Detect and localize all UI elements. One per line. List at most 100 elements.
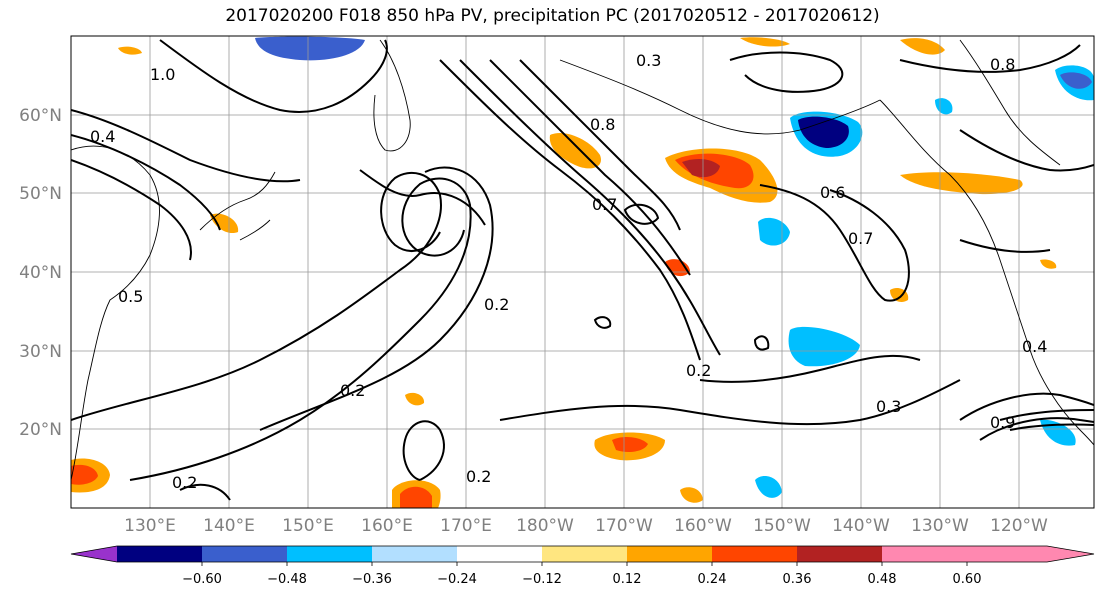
lat-label: 60°N	[19, 106, 62, 126]
colorbar-label: −0.12	[522, 572, 562, 587]
contour-label: 0.7	[592, 195, 617, 214]
precip-blob-negative	[755, 476, 782, 498]
contour-label: 0.2	[172, 473, 197, 492]
contour-label: 0.5	[118, 287, 143, 306]
contour-line	[499, 379, 961, 426]
precip-blob-negative	[798, 116, 849, 148]
colorbar-outline	[70, 545, 1095, 563]
contour-label: 0.6	[820, 183, 845, 202]
contour-line	[71, 134, 221, 231]
contour-label: 0.8	[990, 55, 1015, 74]
contour-label: 0.3	[876, 397, 901, 416]
lon-label: 150°W	[753, 516, 811, 536]
contour-line	[699, 354, 921, 383]
contour-label: 0.4	[1022, 337, 1047, 356]
contour-label: 0.2	[484, 295, 509, 314]
contour-line	[623, 203, 660, 225]
colorbar-segment	[712, 546, 797, 562]
colorbar-label: 0.48	[868, 572, 897, 587]
precip-blob-positive	[680, 487, 703, 503]
lat-label: 50°N	[19, 184, 62, 204]
contour-line	[593, 316, 612, 329]
lon-label: 140°E	[203, 516, 255, 536]
contour-label: 0.9	[990, 413, 1015, 432]
colorbar-ticks	[201, 562, 968, 566]
colorbar-segment	[71, 546, 117, 562]
colorbar-segment	[117, 546, 202, 562]
lon-label: 160°E	[361, 516, 413, 536]
colorbar-label: 0.36	[783, 572, 812, 587]
contour-line	[179, 483, 231, 501]
colorbar-label: 0.12	[613, 572, 642, 587]
precip-blob-negative	[255, 36, 365, 61]
precip-blob-positive	[71, 464, 98, 485]
coastline-alaska	[559, 59, 881, 135]
map-panel: 0.2 0.2 0.2 0.2 0.2 0.3 0.3 0.4 0.4 0.5 …	[70, 35, 1095, 509]
contour-line	[959, 392, 1094, 421]
map-frame	[70, 35, 1095, 509]
coastlines	[71, 39, 1094, 481]
contour-line	[979, 417, 1094, 441]
contour-line	[959, 129, 1094, 172]
precip-blob-negative	[788, 326, 860, 367]
contour-line	[359, 169, 486, 226]
contour-line	[959, 239, 1051, 253]
contour-line	[71, 159, 192, 261]
lon-label: 130°E	[124, 516, 176, 536]
contour-line	[402, 420, 445, 481]
graticule	[71, 36, 1094, 508]
precip-blob-positive	[740, 37, 790, 47]
precip-blob-positive	[405, 392, 425, 406]
colorbar: −0.60 −0.48 −0.36 −0.24 −0.12 0.12 0.24 …	[70, 545, 1095, 587]
colorbar-segment	[372, 546, 457, 562]
colorbar-label: −0.48	[267, 572, 307, 587]
lon-label: 130°W	[911, 516, 969, 536]
contour-label: 0.8	[590, 115, 615, 134]
lon-label: 180°W	[516, 516, 574, 536]
precip-blob-positive	[682, 158, 720, 178]
lon-label: 120°W	[990, 516, 1048, 536]
precip-blob-positive	[118, 46, 142, 55]
precip-blob-negative	[1040, 419, 1076, 446]
precip-blob-positive	[612, 436, 648, 452]
lon-label: 170°E	[440, 516, 492, 536]
contour-line	[159, 39, 388, 113]
contour-line	[999, 409, 1094, 421]
precip-blob-positive	[400, 486, 432, 508]
coastline-north-america	[879, 99, 1094, 446]
colorbar-label: −0.24	[437, 572, 477, 587]
longitude-labels: 130°E 140°E 150°E 160°E 170°E 180°W 170°…	[124, 516, 1048, 536]
coastline-kamchatka	[373, 39, 411, 152]
colorbar-segment	[457, 546, 542, 562]
colorbar-segment	[542, 546, 627, 562]
contour-label: 0.2	[466, 467, 491, 486]
coastline-canada	[959, 39, 1061, 166]
contour-line	[129, 177, 472, 481]
colorbar-segment	[797, 546, 882, 562]
lat-label: 40°N	[19, 263, 62, 283]
contour-line	[489, 59, 691, 276]
pv-contours	[71, 39, 1094, 501]
contour-line	[729, 51, 844, 93]
lat-label: 20°N	[19, 420, 62, 440]
contour-line	[753, 335, 770, 351]
contour-labels: 0.2 0.2 0.2 0.2 0.2 0.3 0.3 0.4 0.4 0.5 …	[90, 51, 1047, 492]
contour-line	[759, 184, 910, 302]
precip-shading	[71, 36, 1094, 508]
precip-blob-positive	[1040, 259, 1057, 269]
contour-label: 0.4	[90, 127, 115, 146]
lon-label: 140°W	[832, 516, 890, 536]
contour-line	[71, 171, 442, 421]
coastline-asia	[71, 145, 160, 481]
contour-line	[459, 59, 721, 356]
colorbar-segment	[287, 546, 372, 562]
contour-line	[439, 59, 701, 361]
lon-label: 160°W	[674, 516, 732, 536]
lon-label: 150°E	[282, 516, 334, 536]
latitude-labels: 60°N 50°N 40°N 30°N 20°N	[19, 106, 62, 440]
colorbar-label: 0.60	[953, 572, 982, 587]
colorbar-label: −0.60	[182, 572, 222, 587]
lat-label: 30°N	[19, 342, 62, 362]
contour-line	[519, 59, 681, 231]
